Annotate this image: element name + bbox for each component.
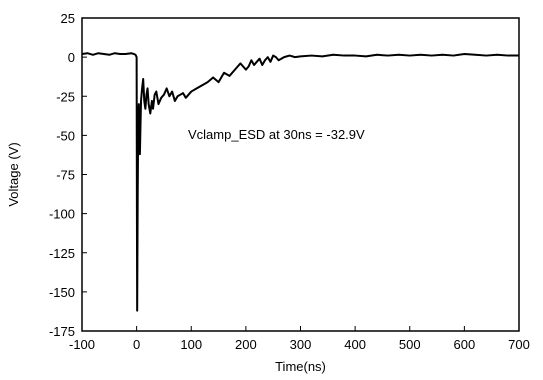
x-tick-label: 600	[454, 337, 476, 352]
x-tick-label: 0	[133, 337, 140, 352]
annotation-box: Vclamp_ESD at 30ns = -32.9V	[180, 123, 416, 145]
x-tick-label: 300	[290, 337, 312, 352]
y-tick-label: 25	[61, 11, 75, 26]
y-tick-label: -125	[49, 246, 75, 261]
y-tick-label: -25	[56, 89, 75, 104]
x-tick-label: 700	[508, 337, 530, 352]
x-tick-label: 100	[180, 337, 202, 352]
y-tick-label: -75	[56, 168, 75, 183]
x-tick-label: 200	[235, 337, 257, 352]
annotation-text: Vclamp_ESD at 30ns = -32.9V	[188, 127, 365, 142]
y-axis-title: Voltage (V)	[6, 142, 21, 206]
y-axis: 25 0 -25 -50 -75 -100 -125 -150 -175	[49, 11, 87, 339]
y-tick-label: -50	[56, 128, 75, 143]
x-axis-title: Time(ns)	[275, 359, 326, 374]
y-tick-label: -100	[49, 207, 75, 222]
voltage-series-line	[81, 52, 519, 312]
plot-frame	[81, 17, 520, 332]
x-tick-label: 400	[344, 337, 366, 352]
y-tick-label: -150	[49, 285, 75, 300]
x-axis: -100 0 100 200 300 400 500 600 700	[69, 326, 530, 352]
y-tick-label: 0	[68, 50, 75, 65]
x-tick-label: 500	[399, 337, 421, 352]
y-tick-label: -175	[49, 324, 75, 339]
annotation-background	[180, 123, 416, 145]
x-tick-label: -100	[69, 337, 95, 352]
